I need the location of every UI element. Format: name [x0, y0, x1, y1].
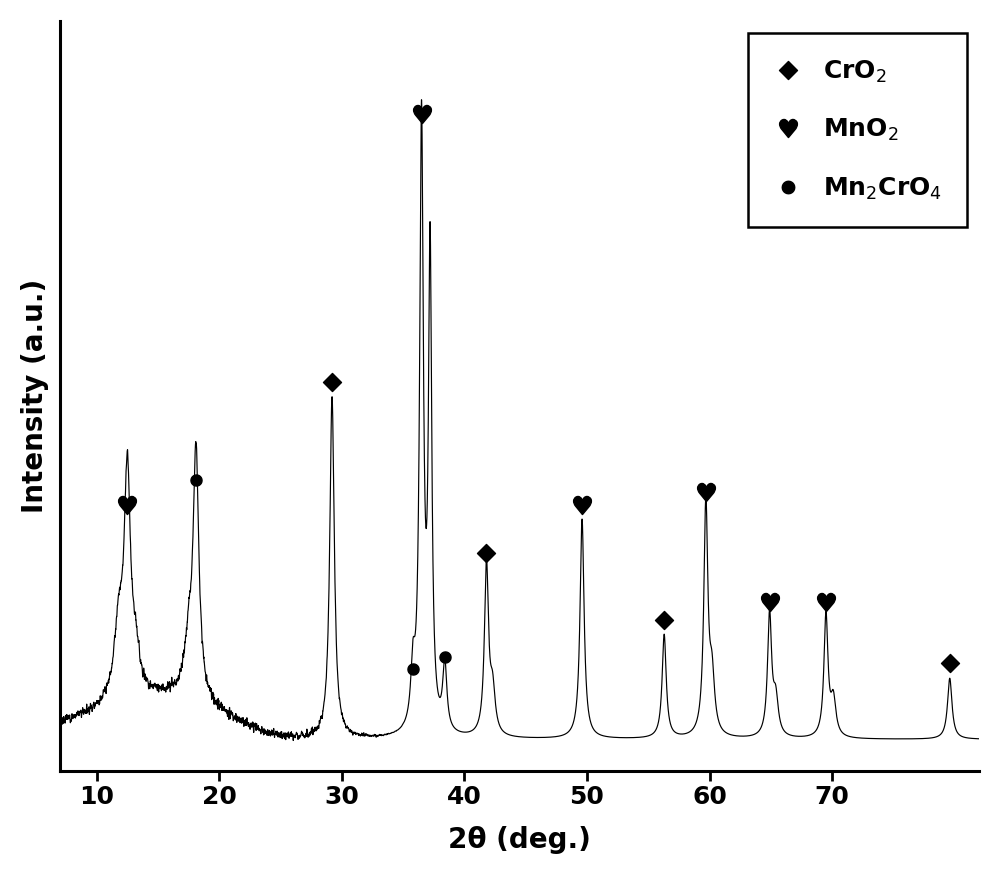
Legend: CrO$_2$, MnO$_2$, Mn$_2$CrO$_4$: CrO$_2$, MnO$_2$, Mn$_2$CrO$_4$ — [748, 33, 967, 227]
Y-axis label: Intensity (a.u.): Intensity (a.u.) — [21, 279, 49, 513]
X-axis label: 2θ (deg.): 2θ (deg.) — [448, 826, 591, 854]
